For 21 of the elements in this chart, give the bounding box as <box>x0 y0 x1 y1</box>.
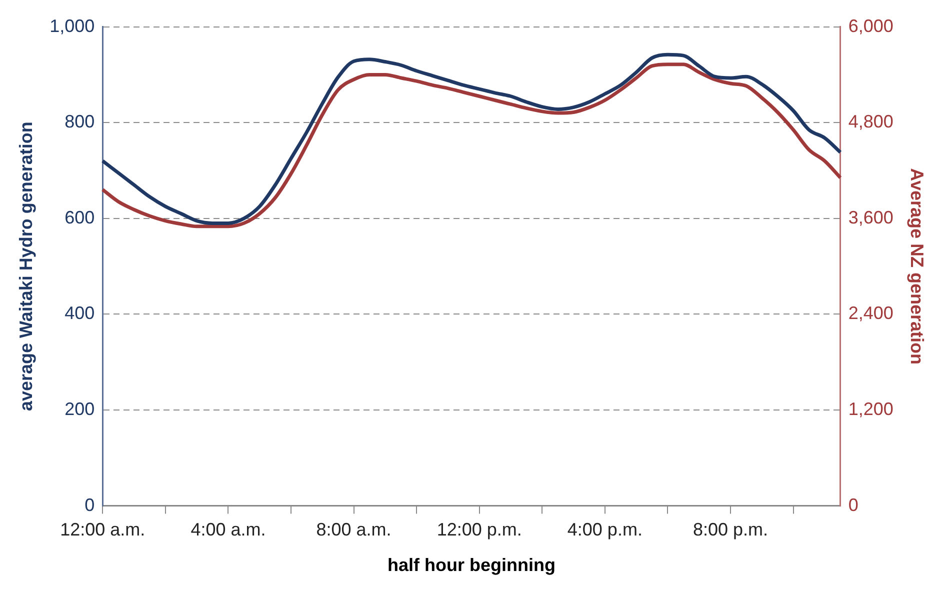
y-tick-label: 800 <box>64 112 95 132</box>
y2-tick-label: 3,600 <box>848 207 894 228</box>
y-tick-label: 400 <box>64 303 95 324</box>
x-tick-label: 8:00 a.m. <box>316 520 392 540</box>
y2-tick-label: 1,200 <box>848 398 894 419</box>
x-axis-title: half hour beginning <box>388 555 556 576</box>
y-tick-label: 0 <box>84 494 95 515</box>
x-tick-label: 12:00 p.m. <box>436 520 522 540</box>
x-tick-label: 12:00 a.m. <box>60 520 146 540</box>
y-tick-label: 600 <box>64 207 95 228</box>
y2-axis-title: Average NZ generation <box>907 168 928 364</box>
y-axis-title: average Waitaki Hydro generation <box>16 122 36 412</box>
y-tick-label: 200 <box>64 398 95 419</box>
x-tick-label: 4:00 a.m. <box>190 520 266 540</box>
x-tick-label: 8:00 p.m. <box>692 520 768 540</box>
y2-tick-label: 6,000 <box>848 16 894 36</box>
x-tick-label: 4:00 p.m. <box>567 520 642 540</box>
y2-tick-label: 2,400 <box>848 303 894 324</box>
y2-tick-label: 4,800 <box>848 112 894 132</box>
y2-tick-label: 0 <box>848 494 858 515</box>
y-tick-label: 1,000 <box>50 16 95 36</box>
